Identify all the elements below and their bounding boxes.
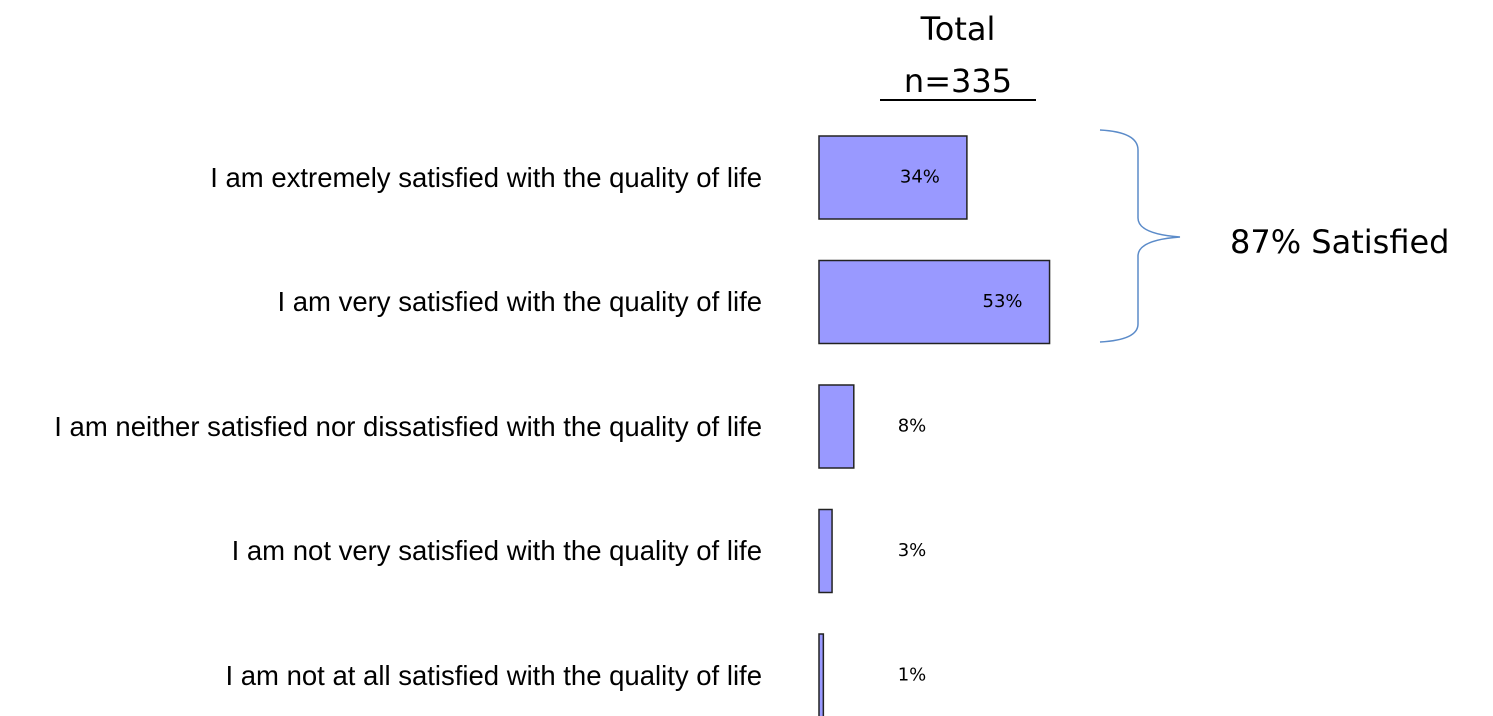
- category-label: I am not very satisfied with the quality…: [231, 535, 762, 566]
- value-label: 1%: [898, 665, 927, 686]
- bar: [818, 633, 825, 716]
- bar: [818, 259, 1051, 345]
- value-label: 8%: [898, 416, 927, 437]
- value-label: 53%: [983, 291, 1023, 312]
- bar: [818, 384, 855, 469]
- value-label: 3%: [898, 540, 927, 561]
- category-label: I am neither satisfied nor dissatisfied …: [54, 410, 762, 442]
- bar: [818, 508, 833, 594]
- bar: [818, 135, 968, 220]
- category-label: I am extremely satisfied with the qualit…: [210, 161, 762, 193]
- annotation: 87% Satisfied: [1230, 223, 1449, 261]
- chart-title: Total: [920, 10, 996, 48]
- brace: [1099, 129, 1181, 343]
- chart-subtitle: n=335: [904, 62, 1012, 100]
- category-label: I am not at all satisfied with the quali…: [225, 659, 762, 691]
- category-label: I am very satisfied with the quality of …: [277, 286, 762, 317]
- value-label: 34%: [900, 167, 940, 188]
